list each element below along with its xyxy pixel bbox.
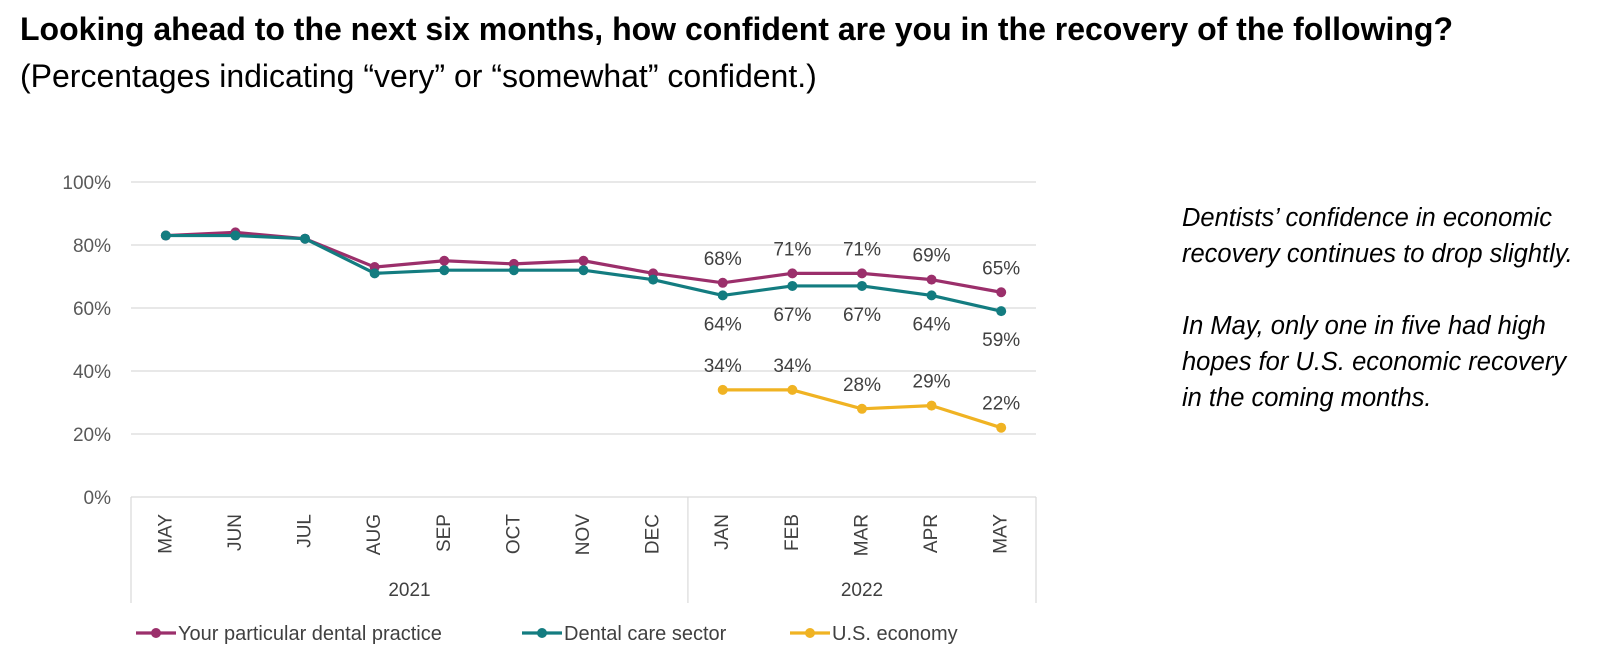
data-point	[856, 403, 867, 414]
data-label: 71%	[843, 239, 881, 260]
x-tick-label: FEB	[782, 514, 803, 551]
data-point	[369, 268, 380, 279]
legend-label: Dental care sector	[564, 623, 727, 645]
x-tick-label: DEC	[643, 514, 664, 554]
data-point	[160, 230, 171, 241]
x-tick-label: MAY	[155, 514, 176, 554]
line-chart: 0% 20% 40% 60% 80% 100% 2021 2022 MAY JUN JUL AUG SE…	[62, 173, 1037, 645]
x-tick-label: AUG	[364, 514, 385, 555]
data-label: 22%	[982, 394, 1020, 415]
x-tick-label: JAN	[712, 514, 733, 550]
y-tick-label: 20%	[73, 425, 111, 446]
data-point	[856, 280, 867, 291]
x-tick-label: OCT	[503, 514, 524, 555]
side-note: Dentists’ confidence in economic recover…	[1182, 200, 1582, 452]
data-point	[578, 255, 589, 266]
data-point	[439, 265, 450, 276]
data-point	[926, 290, 937, 301]
data-label: 69%	[913, 246, 951, 267]
y-tick-label: 60%	[73, 299, 111, 320]
data-point	[578, 265, 589, 276]
y-tick-label: 0%	[84, 488, 112, 509]
data-point	[996, 422, 1007, 433]
data-label: 34%	[704, 356, 742, 377]
data-point	[856, 268, 867, 279]
title-subtitle: (Percentages indicating “very” or “somew…	[20, 58, 817, 94]
legend-marker	[805, 628, 815, 638]
data-point	[996, 306, 1007, 317]
data-point	[300, 233, 311, 244]
y-tick-label: 80%	[73, 236, 111, 257]
year-label: 2022	[841, 580, 883, 601]
data-label: 65%	[982, 258, 1020, 279]
legend-label: Your particular dental practice	[178, 623, 442, 645]
data-point	[717, 277, 728, 288]
x-tick-label: JUN	[225, 514, 246, 551]
y-tick-label: 100%	[62, 173, 111, 194]
legend-marker	[151, 628, 161, 638]
data-label: 34%	[773, 356, 811, 377]
legend-marker	[537, 628, 547, 638]
data-point	[508, 265, 519, 276]
side-note-paragraph-1: Dentists’ confidence in economic recover…	[1182, 204, 1573, 268]
x-tick-label: JUL	[295, 514, 316, 548]
data-point	[787, 384, 798, 395]
year-label: 2021	[388, 580, 430, 601]
data-point	[717, 384, 728, 395]
y-tick-label: 40%	[73, 362, 111, 383]
title-question: Looking ahead to the next six months, ho…	[20, 11, 1454, 47]
x-tick-label: SEP	[434, 514, 455, 552]
data-label: 68%	[704, 249, 742, 270]
data-point	[439, 255, 450, 266]
data-point	[648, 274, 659, 285]
data-label: 64%	[913, 314, 951, 335]
x-tick-label: NOV	[573, 514, 594, 556]
data-label: 67%	[843, 305, 881, 326]
chart-title: Looking ahead to the next six months, ho…	[20, 6, 1580, 100]
data-point	[926, 400, 937, 411]
data-point	[926, 274, 937, 285]
data-point	[717, 290, 728, 301]
x-tick-label: MAR	[851, 514, 872, 556]
side-note-paragraph-2: In May, only one in five had high hopes …	[1182, 312, 1567, 412]
data-point	[787, 268, 798, 279]
x-tick-label: MAY	[991, 514, 1012, 554]
data-label: 64%	[704, 314, 742, 335]
data-label: 67%	[773, 305, 811, 326]
data-label: 29%	[913, 372, 951, 393]
data-label: 71%	[773, 239, 811, 260]
x-tick-label: APR	[921, 514, 942, 553]
data-point	[787, 280, 798, 291]
data-point	[230, 230, 241, 241]
data-label: 59%	[982, 330, 1020, 351]
data-label: 28%	[843, 375, 881, 396]
data-point	[996, 287, 1007, 298]
legend-label: U.S. economy	[832, 623, 958, 645]
